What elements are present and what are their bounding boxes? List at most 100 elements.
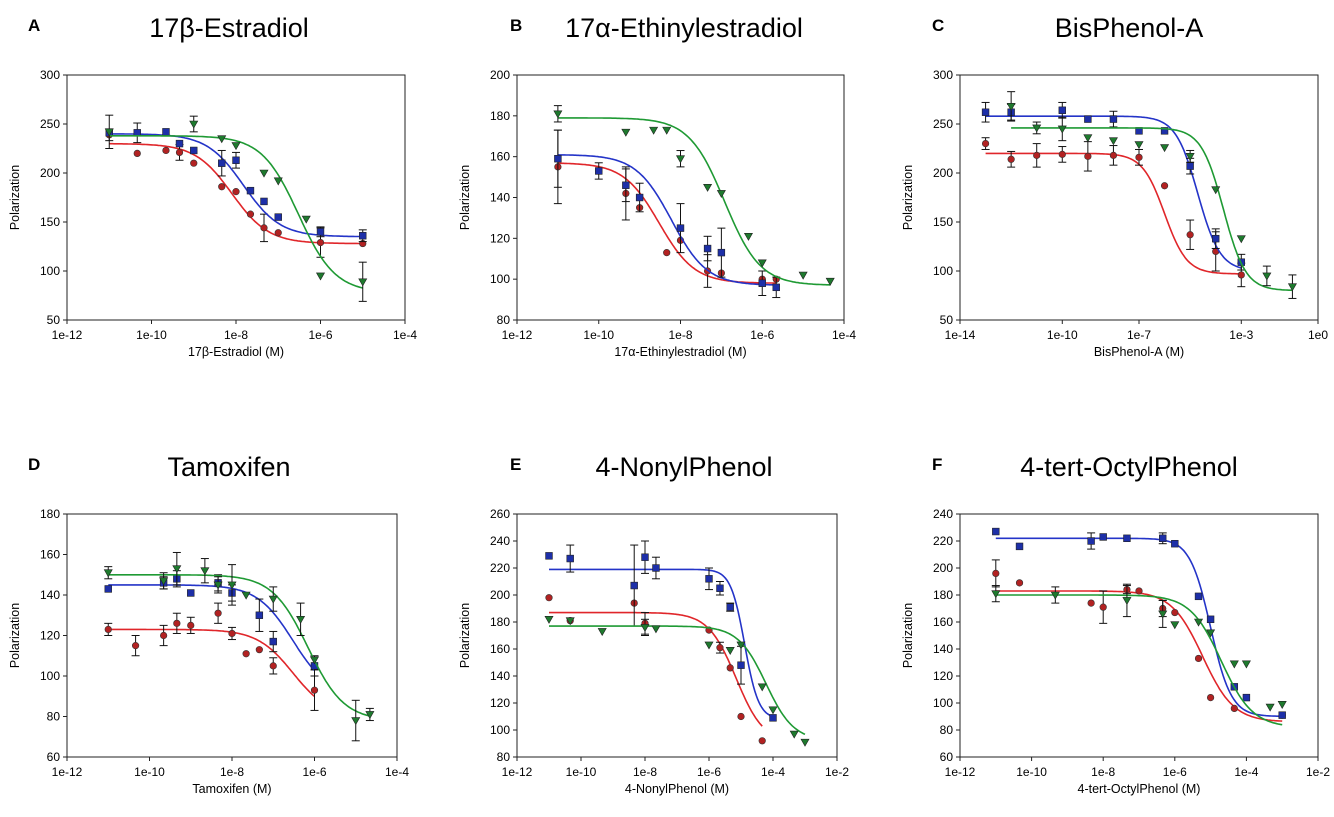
y-tick-label: 120 bbox=[933, 669, 953, 683]
y-tick-label: 80 bbox=[47, 710, 61, 724]
panel-title: 17β-Estradiol bbox=[149, 13, 309, 43]
data-point-red bbox=[1186, 231, 1194, 239]
data-point-green bbox=[1158, 610, 1168, 619]
data-point-red bbox=[228, 629, 236, 638]
data-point-green bbox=[172, 565, 182, 574]
data-point-green bbox=[315, 272, 326, 281]
data-point-red bbox=[162, 146, 170, 155]
y-tick-label: 100 bbox=[40, 669, 60, 683]
data-point-green bbox=[991, 590, 1001, 599]
data-point-red bbox=[131, 642, 140, 650]
data-point-red bbox=[663, 249, 671, 257]
data-point-blue bbox=[737, 661, 745, 669]
x-tick-label: 1e-4 bbox=[393, 328, 417, 342]
data-point-blue bbox=[187, 589, 195, 597]
data-point-blue bbox=[1058, 106, 1066, 114]
x-tick-label: 1e-10 bbox=[134, 765, 165, 779]
panel-letter: F bbox=[932, 455, 942, 474]
y-tick-label: 240 bbox=[490, 534, 510, 548]
data-point-green bbox=[798, 271, 808, 280]
fit-curve-blue bbox=[995, 537, 1283, 718]
data-point-red bbox=[242, 650, 250, 658]
x-tick-label: 1e-12 bbox=[945, 765, 976, 779]
data-point-blue bbox=[1123, 534, 1131, 543]
data-point-green bbox=[757, 259, 767, 268]
data-point-green bbox=[213, 581, 223, 590]
y-tick-label: 160 bbox=[40, 548, 60, 562]
x-tick-label: 1e-7 bbox=[1127, 328, 1151, 342]
data-point-blue bbox=[1087, 537, 1095, 545]
data-point-red bbox=[173, 619, 181, 627]
data-point-blue bbox=[232, 156, 240, 164]
y-tick-label: 300 bbox=[40, 68, 60, 82]
y-tick-label: 100 bbox=[490, 723, 510, 737]
data-point-blue bbox=[981, 108, 990, 116]
data-point-green bbox=[662, 126, 672, 135]
y-tick-label: 140 bbox=[933, 642, 953, 656]
data-point-blue bbox=[104, 585, 112, 593]
data-point-blue bbox=[175, 139, 184, 148]
data-point-green bbox=[789, 730, 799, 739]
x-tick-label: 1e-10 bbox=[583, 328, 614, 342]
data-point-blue bbox=[652, 564, 660, 572]
data-point-green bbox=[259, 169, 269, 178]
data-point-green bbox=[1211, 186, 1221, 195]
data-point-blue bbox=[1194, 592, 1203, 601]
fit-curve-green bbox=[109, 135, 363, 289]
data-point-blue bbox=[758, 279, 766, 287]
data-point-blue bbox=[705, 575, 713, 583]
data-point-green bbox=[1185, 153, 1195, 161]
data-point-blue bbox=[1212, 234, 1220, 243]
y-tick-label: 180 bbox=[490, 615, 510, 629]
data-point-red bbox=[190, 159, 198, 167]
data-point-red bbox=[1135, 153, 1143, 161]
x-tick-label: 1e-10 bbox=[1047, 328, 1078, 342]
data-point-red bbox=[274, 229, 282, 237]
data-point-blue bbox=[676, 224, 685, 232]
data-point-green bbox=[1277, 701, 1287, 709]
x-tick-label: 1e-12 bbox=[502, 765, 533, 779]
plot-frame bbox=[516, 74, 845, 321]
data-point-green bbox=[651, 625, 661, 634]
x-tick-label: 1e-4 bbox=[385, 765, 409, 779]
fit-curve-blue bbox=[108, 584, 316, 672]
y-tick-label: 250 bbox=[40, 117, 60, 131]
data-point-green bbox=[825, 277, 835, 286]
y-tick-label: 80 bbox=[940, 723, 954, 737]
data-point-red bbox=[255, 646, 263, 654]
y-tick-label: 160 bbox=[490, 150, 510, 164]
data-point-red bbox=[716, 644, 724, 652]
y-tick-label: 160 bbox=[933, 615, 953, 629]
data-point-red bbox=[737, 712, 745, 721]
data-point-red bbox=[218, 183, 226, 191]
data-point-green bbox=[309, 656, 320, 665]
data-point-green bbox=[1032, 124, 1042, 133]
x-axis-label: BisPhenol-A (M) bbox=[1094, 345, 1184, 359]
x-tick-label: 1e-12 bbox=[502, 328, 533, 342]
data-point-green bbox=[716, 190, 726, 199]
data-point-red bbox=[175, 148, 184, 157]
data-point-red bbox=[992, 569, 1000, 578]
x-tick-label: 1e-4 bbox=[832, 328, 856, 342]
data-point-green bbox=[725, 647, 735, 655]
data-point-green bbox=[768, 706, 778, 715]
data-point-red bbox=[981, 140, 990, 148]
x-tick-label: 1e-4 bbox=[1234, 765, 1258, 779]
data-point-red bbox=[232, 188, 240, 196]
fit-curve-green bbox=[1011, 127, 1293, 292]
data-point-red bbox=[316, 238, 325, 247]
data-point-blue bbox=[1242, 693, 1251, 702]
panel-letter: D bbox=[28, 455, 40, 474]
data-point-blue bbox=[1206, 615, 1215, 624]
y-tick-label: 180 bbox=[40, 507, 60, 521]
data-point-green bbox=[351, 717, 361, 726]
panel-c: C BisPhenol-A 50 100 150 200 250 300 1e-14 1e-10 1… bbox=[901, 13, 1328, 359]
data-point-green bbox=[1122, 597, 1132, 606]
data-point-blue bbox=[1171, 539, 1179, 548]
data-point-blue bbox=[641, 553, 649, 561]
data-point-green bbox=[640, 624, 650, 633]
x-tick-label: 1e-8 bbox=[668, 328, 692, 342]
data-point-green bbox=[227, 581, 237, 590]
y-tick-label: 100 bbox=[933, 264, 953, 278]
data-point-green bbox=[1057, 125, 1067, 134]
